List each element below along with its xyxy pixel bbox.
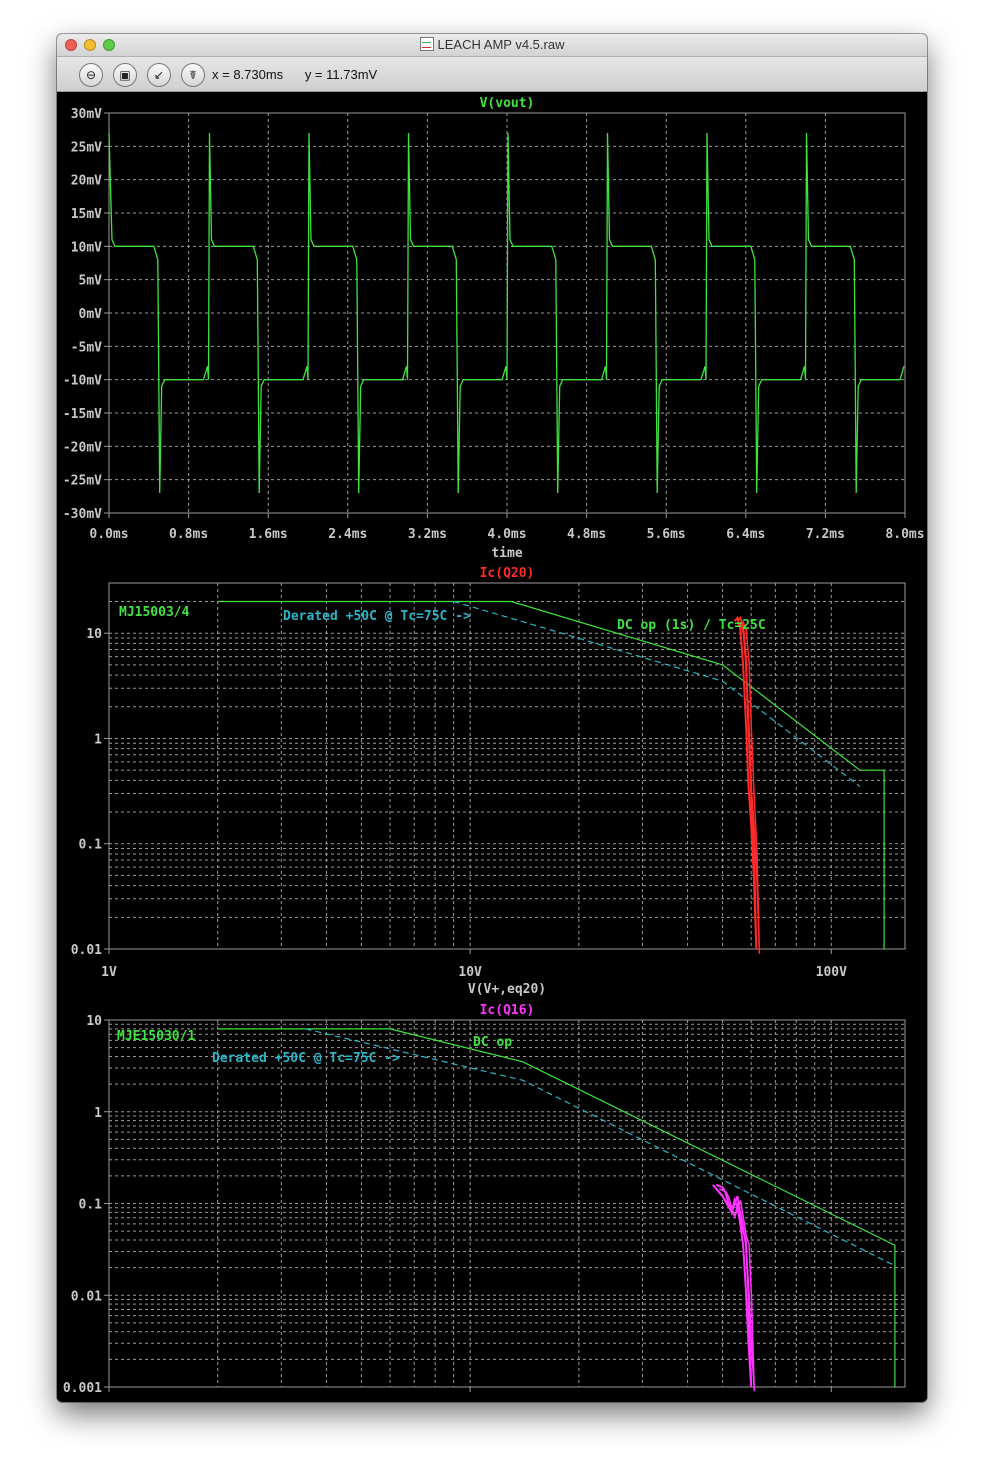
soa-limit-line xyxy=(217,600,885,949)
y-tick-label: 1 xyxy=(94,732,102,747)
y-tick-label: -15mV xyxy=(63,407,102,422)
plot-frame xyxy=(108,1019,906,1388)
plot-area[interactable]: 0.0ms 0.8ms 1.6ms 2.4ms 3.2ms 4.0ms 4.8ms 5.6ms… xyxy=(57,92,927,1402)
y-tick-label: 15mV xyxy=(71,207,102,222)
y-tick-label: 10 xyxy=(86,1014,102,1029)
y-tick-label: 25mV xyxy=(71,140,102,155)
x-tick-label: 0.0ms xyxy=(89,527,128,542)
y-tick-label: 0mV xyxy=(79,307,103,322)
annotation-dc-op: DC op (1s) / Tc=25C xyxy=(617,618,766,633)
y-tick-label: 30mV xyxy=(71,107,102,122)
y-tick-label: 1 xyxy=(94,1106,102,1121)
x-tick-label: 3.2ms xyxy=(408,527,447,542)
minimize-button[interactable] xyxy=(84,39,96,51)
annotation-device-name: MJ15003/4 xyxy=(119,605,190,620)
app-window: LEACH AMP v4.5.raw ⊖ ▣ ↙ ☤ x = 8.730ms y… xyxy=(57,34,927,1402)
cursor-y-readout: y = 11.73mV xyxy=(304,67,378,82)
chart-title: Ic(Q16) xyxy=(480,1003,535,1018)
x-axis-label: time xyxy=(491,546,522,561)
x-tick-label: 4.0ms xyxy=(487,527,526,542)
window-title: LEACH AMP v4.5.raw xyxy=(57,37,927,52)
cursor-x-readout: x = 8.730ms xyxy=(212,67,284,82)
toolbar: ⊖ ▣ ↙ ☤ x = 8.730ms y = 11.73mV xyxy=(57,57,927,92)
y-tick-label: 0.1 xyxy=(79,1198,103,1213)
y-tick-label: 0.001 xyxy=(63,1381,102,1396)
x-tick-label: 8.0ms xyxy=(885,527,924,542)
x-tick-label: 4.8ms xyxy=(567,527,606,542)
autorange-icon: ↙ xyxy=(153,68,165,82)
x-tick-label: 5.6ms xyxy=(647,527,686,542)
cursor-readout: x = 8.730ms y = 11.73mV xyxy=(212,67,395,82)
zoom-out-button[interactable]: ⊖ xyxy=(79,63,103,87)
x-tick-label: 1V xyxy=(101,965,117,980)
y-tick-label: -25mV xyxy=(63,474,102,489)
probe-button[interactable]: ☤ xyxy=(181,63,205,87)
y-tick-label: 5mV xyxy=(79,274,103,289)
window-title-text: LEACH AMP v4.5.raw xyxy=(437,37,565,52)
x-tick-label: 10V xyxy=(458,965,482,980)
x-tick-label: 0.8ms xyxy=(169,527,208,542)
zoom-extents-button[interactable]: ▣ xyxy=(113,63,137,87)
close-button[interactable] xyxy=(65,39,77,51)
y-tick-label: 0.01 xyxy=(71,943,102,958)
zoom-out-icon: ⊖ xyxy=(85,68,97,82)
y-tick-label: -20mV xyxy=(63,440,102,455)
y-tick-label: 10 xyxy=(86,627,102,642)
y-tick-label: -5mV xyxy=(71,340,102,355)
ic-q16-trace xyxy=(712,1183,753,1388)
series-line-vout xyxy=(108,132,905,494)
x-tick-label: 1.6ms xyxy=(249,527,288,542)
derated-limit-line xyxy=(453,600,861,787)
x-tick-label: 6.4ms xyxy=(726,527,765,542)
autorange-button[interactable]: ↙ xyxy=(147,63,171,87)
y-tick-label: 0.01 xyxy=(71,1289,102,1304)
annotation-derated: Derated +50C @ Tc=75C -> xyxy=(283,609,471,624)
plot-frame xyxy=(108,112,906,514)
chart-title: V(vout) xyxy=(480,96,535,111)
zoom-extents-icon: ▣ xyxy=(119,68,131,82)
zoom-button[interactable] xyxy=(103,39,115,51)
chart-title: Ic(Q20) xyxy=(480,566,535,581)
plot-frame xyxy=(108,582,906,950)
soa-limit-line xyxy=(217,1028,896,1387)
x-tick-label: 100V xyxy=(816,965,847,980)
probe-icon: ☤ xyxy=(188,68,198,82)
annotation-derated: Derated +50C @ Tc=75C -> xyxy=(212,1051,400,1066)
annotation-dc-op: DC op xyxy=(473,1035,512,1050)
document-icon xyxy=(419,37,434,51)
x-tick-label: 2.4ms xyxy=(328,527,367,542)
derated-limit-line xyxy=(305,1028,896,1267)
y-tick-label: 10mV xyxy=(71,240,102,255)
y-tick-label: -30mV xyxy=(63,507,102,522)
y-tick-label: 20mV xyxy=(71,174,102,189)
y-tick-label: -10mV xyxy=(63,374,102,389)
y-tick-label: 0.1 xyxy=(79,838,103,853)
title-bar: LEACH AMP v4.5.raw xyxy=(57,34,927,57)
x-axis-label: V(V+,eq20) xyxy=(468,982,546,997)
x-tick-label: 7.2ms xyxy=(806,527,845,542)
annotation-device-name: MJE15030/1 xyxy=(117,1029,195,1044)
ic-q20-trace-return xyxy=(737,621,761,954)
ic-q16-trace-return xyxy=(715,1188,756,1392)
